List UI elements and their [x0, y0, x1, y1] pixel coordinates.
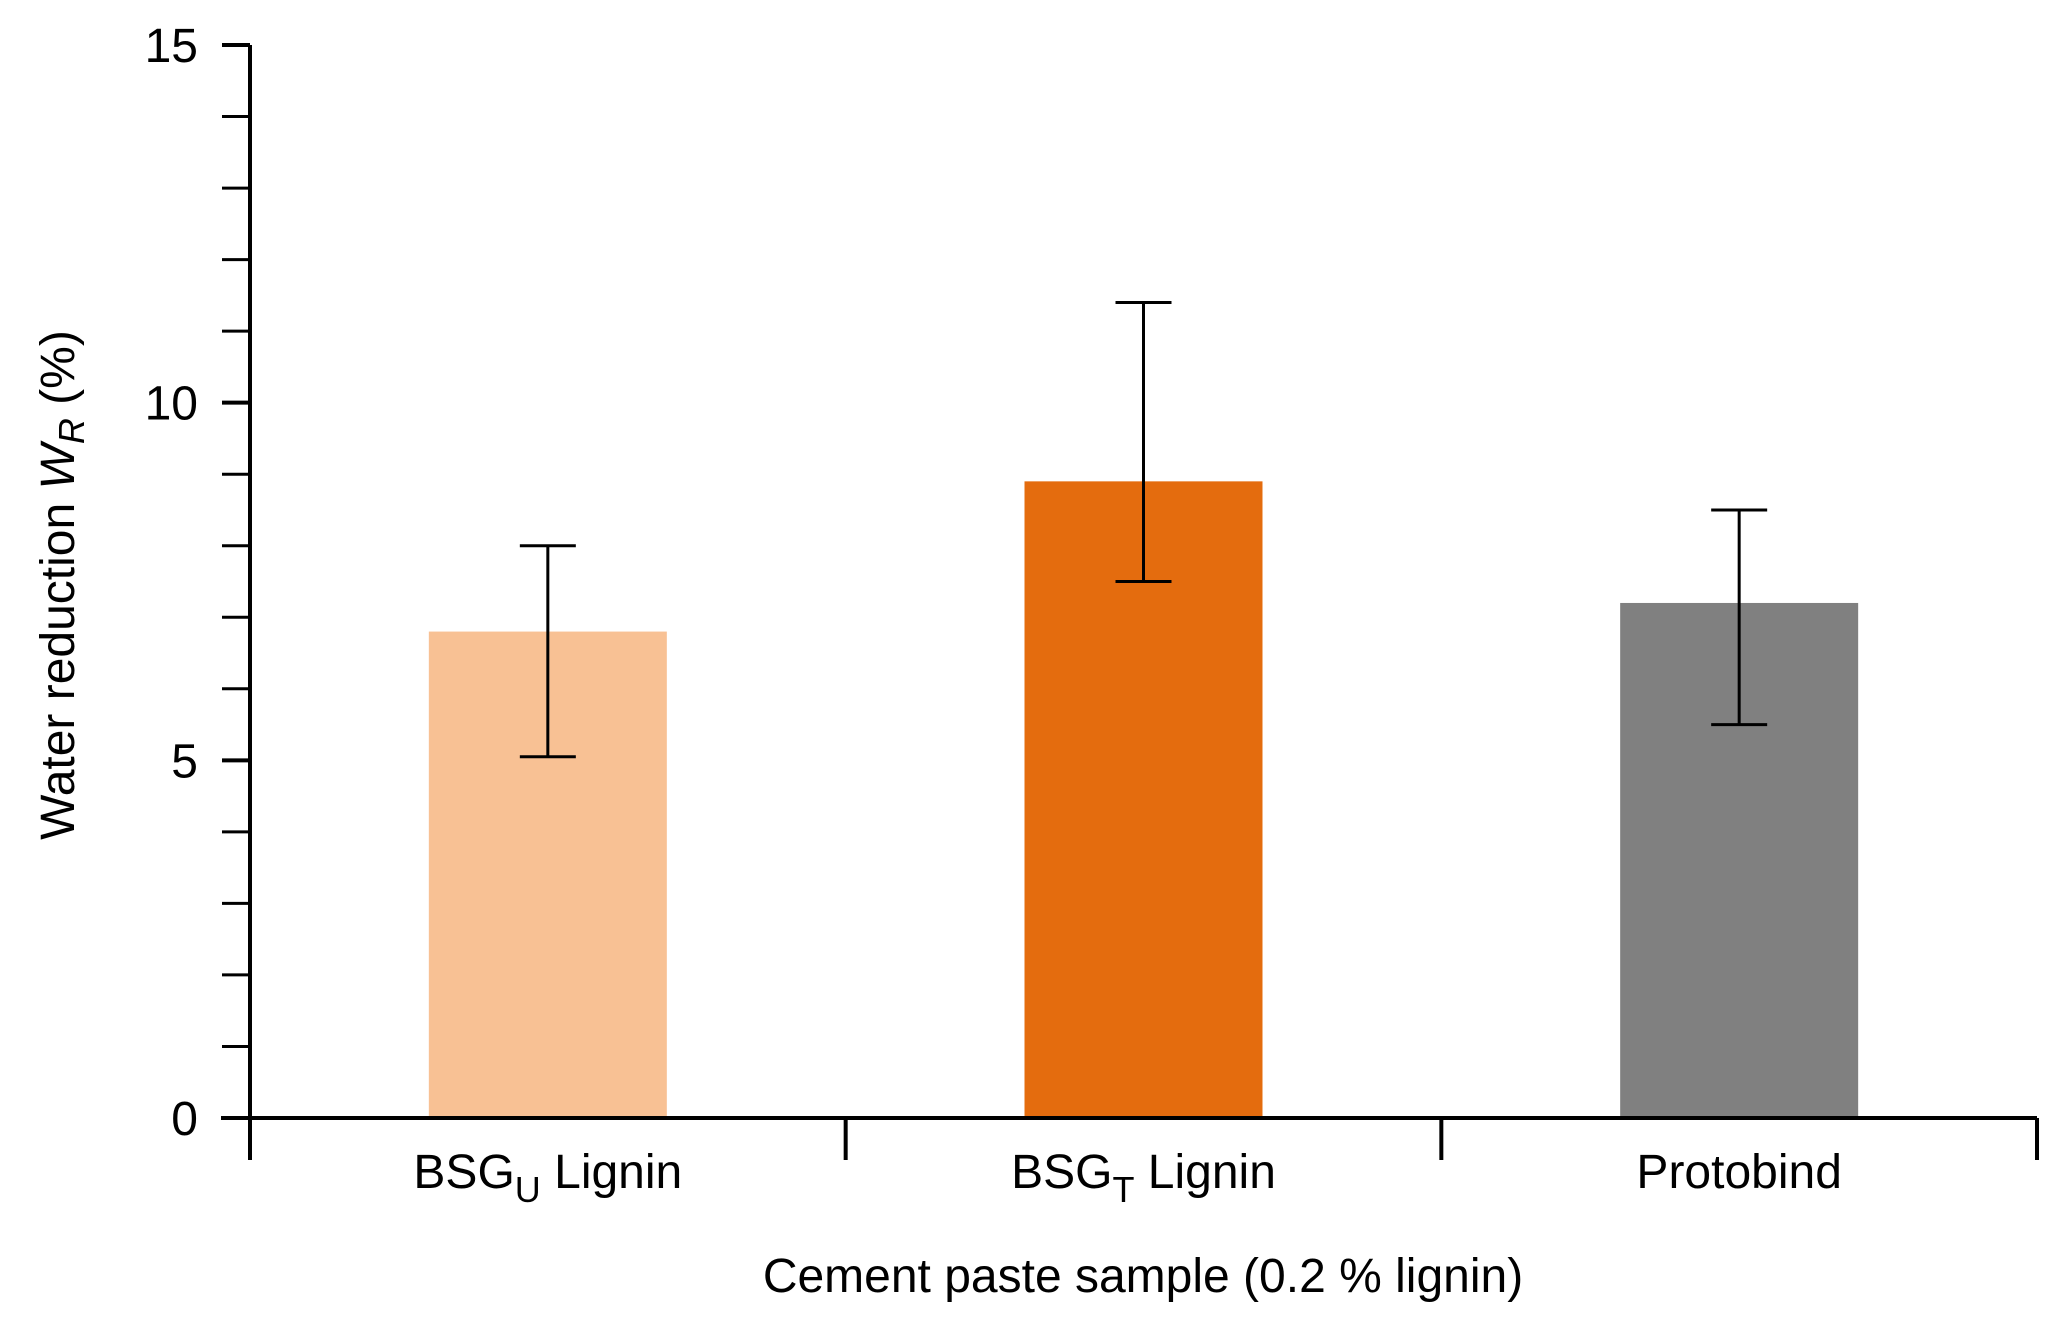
- y-axis-title-unit: (%): [32, 330, 85, 418]
- x-ticks: [248, 1118, 2039, 1160]
- y-tick-label: 15: [145, 20, 198, 73]
- y-tick-label: 0: [171, 1093, 198, 1146]
- category-name: Protobind: [1636, 1146, 1841, 1199]
- error-bars: [519, 301, 1768, 759]
- y-tick-label: 5: [171, 735, 198, 788]
- y-tick-label: 10: [145, 378, 198, 431]
- x-category-label-3: Protobind: [1636, 1146, 1841, 1199]
- y-ticks: 0 5 10 15: [145, 20, 250, 1146]
- category-subscript: U: [515, 1169, 541, 1210]
- x-category-labels: BSGU Lignin BSGT Lignin Protobind: [413, 1146, 1841, 1210]
- bar-2: [1024, 481, 1263, 1118]
- category-subscript: T: [1112, 1169, 1134, 1210]
- category-name: BSG: [1011, 1146, 1112, 1199]
- x-category-label-2: BSGT Lignin: [1011, 1146, 1276, 1210]
- category-name: BSG: [413, 1146, 514, 1199]
- category-suffix: Lignin: [541, 1146, 682, 1199]
- y-axis-title-text: Water reduction: [32, 489, 85, 839]
- y-axis-title-variable: W: [32, 439, 85, 489]
- axes: [221, 45, 2037, 1120]
- x-axis-title: Cement paste sample (0.2 % lignin): [763, 1250, 1523, 1303]
- y-axis-title: Water reduction WR (%): [32, 330, 92, 840]
- y-axis-title-subscript: R: [51, 418, 92, 444]
- category-suffix: Lignin: [1134, 1146, 1275, 1199]
- x-category-label-1: BSGU Lignin: [413, 1146, 682, 1210]
